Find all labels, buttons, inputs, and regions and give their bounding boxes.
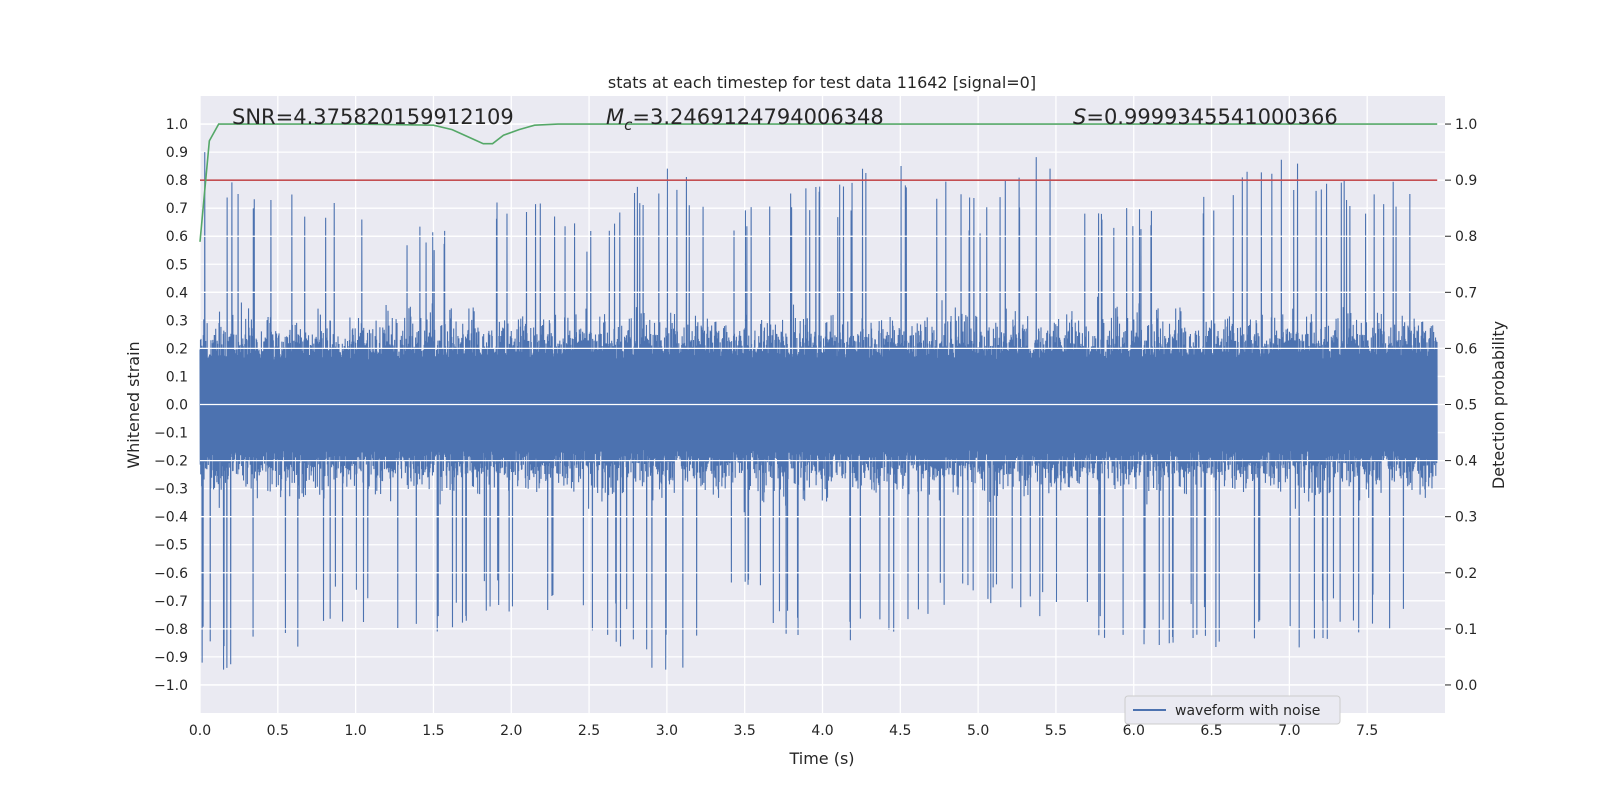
y-tick-label: 0.7 bbox=[166, 201, 188, 217]
y-axis-label: Whitened strain bbox=[124, 341, 143, 468]
y2-tick-label: 0.6 bbox=[1455, 341, 1477, 357]
y2-tick-label: 0.5 bbox=[1455, 398, 1477, 414]
probability-lines-layer bbox=[199, 123, 1438, 242]
y-tick-label: 0.3 bbox=[166, 313, 188, 329]
x-tick-label: 7.5 bbox=[1356, 723, 1378, 739]
y-tick-label: −0.2 bbox=[154, 454, 188, 470]
x-tick-label: 4.0 bbox=[811, 723, 833, 739]
y-tick-label: 0.9 bbox=[166, 145, 188, 161]
y-tick-label: 1.0 bbox=[166, 117, 188, 133]
y-tick-label: −0.3 bbox=[154, 482, 188, 498]
y2-tick-label: 0.7 bbox=[1455, 285, 1477, 301]
y2-tick-label: 0.9 bbox=[1455, 173, 1477, 189]
x-tick-label: 2.5 bbox=[578, 723, 600, 739]
y-tick-label: −0.1 bbox=[154, 426, 188, 442]
y2-tick-label: 0.0 bbox=[1455, 678, 1477, 694]
x-tick-label: 6.5 bbox=[1200, 723, 1222, 739]
s-annotation: S=0.9999345541000366 bbox=[1073, 105, 1338, 129]
y-tick-label: −0.7 bbox=[154, 594, 188, 610]
x-tick-label: 3.5 bbox=[734, 723, 756, 739]
s-symbol: S bbox=[1073, 105, 1086, 129]
y-tick-label: −0.9 bbox=[154, 650, 188, 666]
snr-annotation: SNR=4.375820159912109 bbox=[232, 105, 514, 129]
tick-labels-layer: 0.0 0.5 1.0 1.5 2.0 2.5 3.0 3.5 4.0 4.5 5.0 5.5 6.0 6… bbox=[154, 117, 1477, 739]
x-tick-label: 4.5 bbox=[889, 723, 911, 739]
y-tick-label: −0.4 bbox=[154, 510, 188, 526]
y-tick-label: 0.1 bbox=[166, 369, 188, 385]
x-tick-label: 5.5 bbox=[1045, 723, 1067, 739]
x-tick-label: 0.5 bbox=[267, 723, 289, 739]
x-tick-label: 6.0 bbox=[1123, 723, 1145, 739]
detection-probability-line bbox=[199, 123, 1438, 242]
legend: waveform with noise bbox=[1124, 695, 1341, 725]
x-tick-label: 0.0 bbox=[189, 723, 211, 739]
y2-axis-label: Detection probability bbox=[1489, 321, 1508, 489]
y-tick-label: 0.5 bbox=[166, 257, 188, 273]
y2-tick-label: 0.4 bbox=[1455, 454, 1477, 470]
y-tick-label: 0.0 bbox=[166, 398, 188, 414]
y-tick-label: 0.8 bbox=[166, 173, 188, 189]
waveform-series-line bbox=[199, 152, 1438, 670]
y2-tick-label: 1.0 bbox=[1455, 117, 1477, 133]
y2-tick-label: 0.3 bbox=[1455, 510, 1477, 526]
chirp-mass-annotation: Mc=3.2469124794006348 bbox=[606, 105, 884, 134]
x-tick-label: 1.5 bbox=[422, 723, 444, 739]
x-tick-label: 3.0 bbox=[656, 723, 678, 739]
y2-tick-label: 0.1 bbox=[1455, 622, 1477, 638]
x-tick-label: 1.0 bbox=[344, 723, 366, 739]
chart-title: stats at each timestep for test data 116… bbox=[608, 73, 1036, 92]
y-tick-label: −0.8 bbox=[154, 622, 188, 638]
y-tick-label: −0.5 bbox=[154, 538, 188, 554]
x-tick-label: 7.0 bbox=[1278, 723, 1300, 739]
y-tick-label: −1.0 bbox=[154, 678, 188, 694]
x-tick-label: 5.0 bbox=[967, 723, 989, 739]
y-tick-label: 0.4 bbox=[166, 285, 188, 301]
chirp-mass-value: =3.2469124794006348 bbox=[632, 105, 883, 129]
x-axis-label: Time (s) bbox=[788, 749, 854, 768]
legend-label-waveform: waveform with noise bbox=[1175, 703, 1320, 719]
y-tick-label: −0.6 bbox=[154, 566, 188, 582]
y-tick-label: 0.6 bbox=[166, 229, 188, 245]
chirp-mass-subscript: c bbox=[624, 116, 633, 134]
legend-box bbox=[1124, 695, 1341, 725]
y2-tick-label: 0.8 bbox=[1455, 229, 1477, 245]
y2-tick-label: 0.2 bbox=[1455, 566, 1477, 582]
x-tick-label: 2.0 bbox=[500, 723, 522, 739]
y-tick-label: 0.2 bbox=[166, 341, 188, 357]
chirp-mass-symbol: M bbox=[606, 105, 624, 129]
s-value: =0.9999345541000366 bbox=[1086, 105, 1337, 129]
